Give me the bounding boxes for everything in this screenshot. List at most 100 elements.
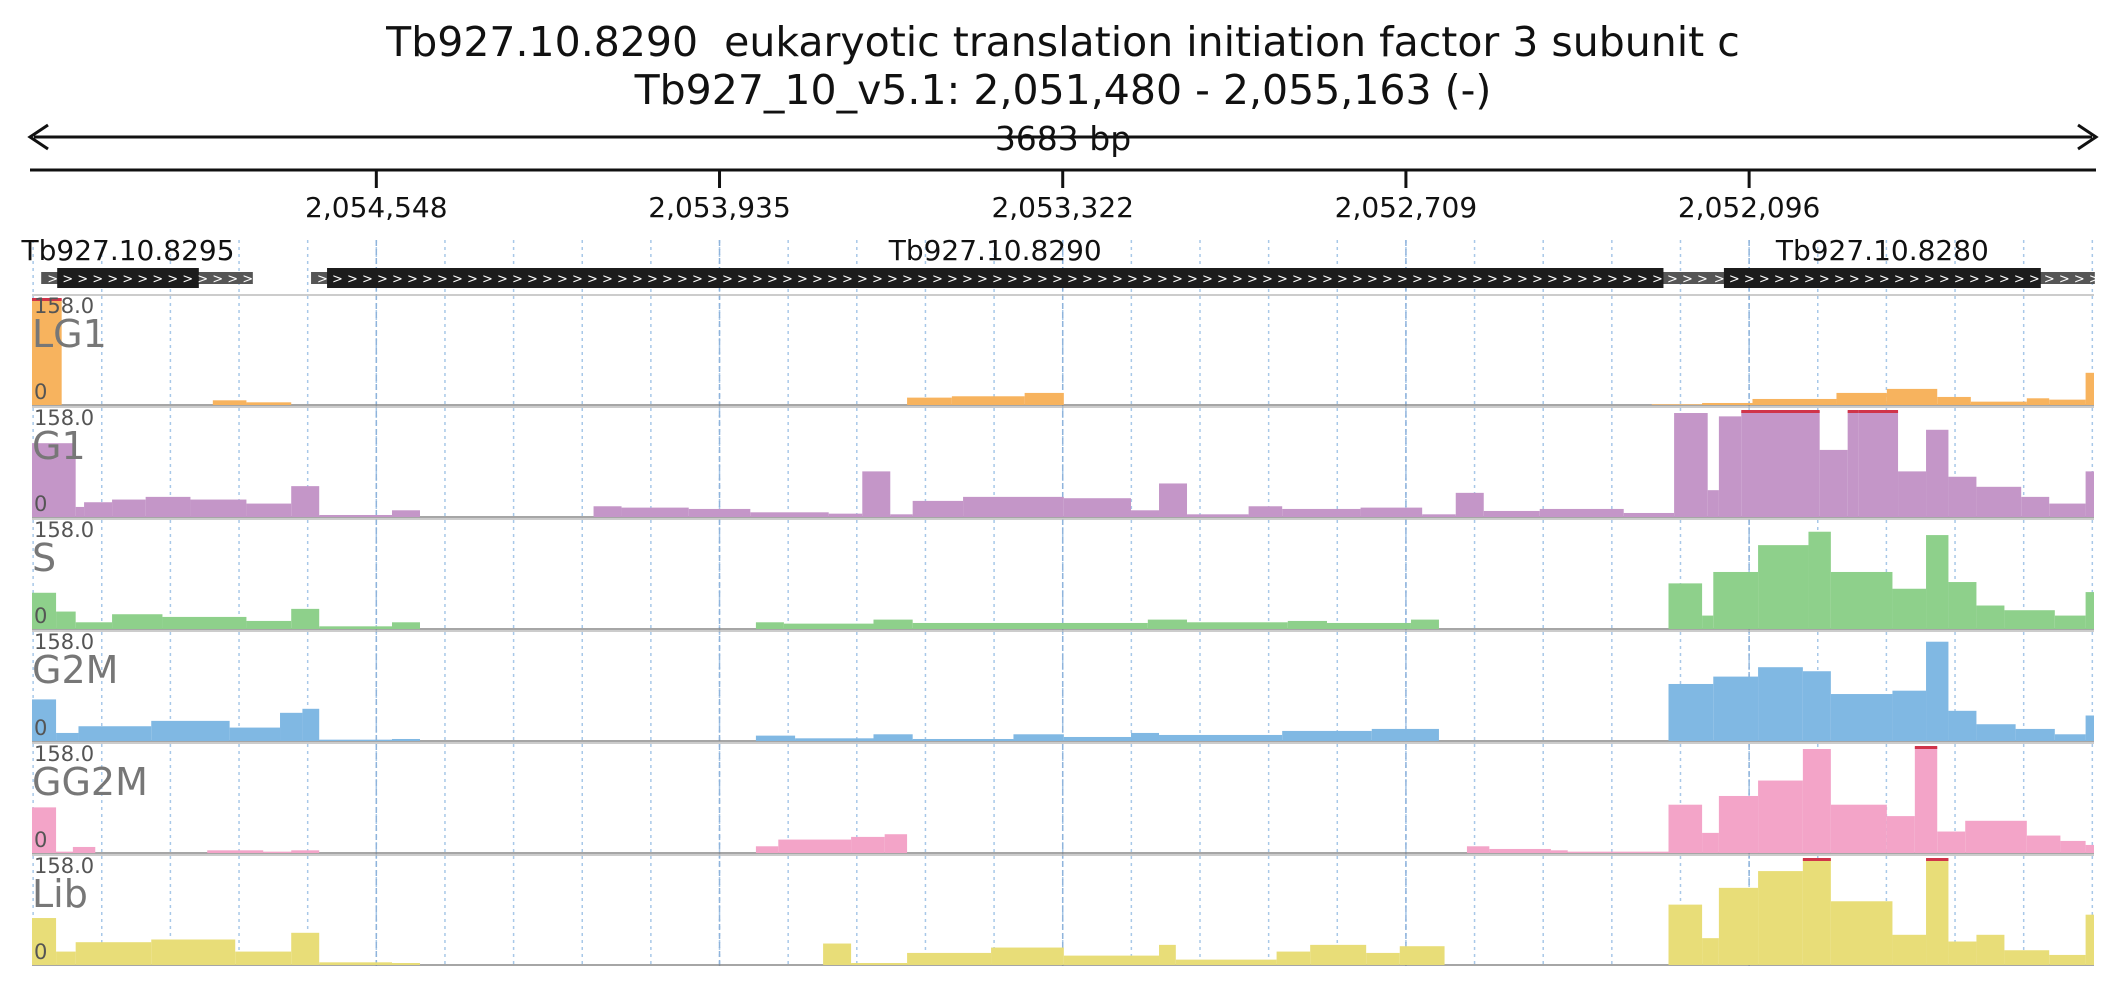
strand-arrow-icon: > bbox=[992, 272, 1003, 287]
strand-arrow-icon: > bbox=[1562, 272, 1573, 287]
track-name-label: Lib bbox=[32, 872, 88, 916]
coverage-bar bbox=[907, 397, 952, 405]
strand-arrow-icon: > bbox=[1337, 272, 1348, 287]
strand-arrow-icon: > bbox=[1714, 272, 1725, 287]
strand-arrow-icon: > bbox=[1142, 272, 1153, 287]
clip-marker bbox=[1802, 858, 1831, 861]
strand-arrow-icon: > bbox=[887, 272, 898, 287]
strand-arrow-icon: > bbox=[1277, 272, 1288, 287]
strand-arrow-icon: > bbox=[872, 272, 883, 287]
coverage-bar bbox=[2085, 372, 2094, 405]
strand-arrow-icon: > bbox=[1729, 272, 1740, 287]
strand-arrow-icon: > bbox=[1427, 272, 1438, 287]
strand-arrow-icon: > bbox=[1217, 272, 1228, 287]
coverage-bar bbox=[84, 502, 113, 517]
coverage-bar bbox=[1802, 671, 1831, 741]
strand-arrow-icon: > bbox=[1007, 272, 1018, 287]
strand-arrow-icon: > bbox=[377, 272, 388, 287]
coverage-bar bbox=[291, 486, 320, 517]
coverage-bar bbox=[1567, 851, 1669, 853]
coverage-bar bbox=[319, 962, 392, 965]
track-g2m: 158.0 0 G2M bbox=[32, 630, 2094, 742]
strand-arrow-icon: > bbox=[1367, 272, 1378, 287]
strand-arrow-icon: > bbox=[572, 272, 583, 287]
coverage-bar bbox=[1819, 449, 1848, 517]
track-ymin-label: 0 bbox=[34, 492, 47, 516]
track-ymin-label: 0 bbox=[34, 828, 47, 852]
track-s: 158.0 0 S bbox=[32, 518, 2094, 630]
strand-arrow-icon: > bbox=[1682, 272, 1693, 287]
strand-arrow-icon: > bbox=[587, 272, 598, 287]
span-ruler: 3683 bp bbox=[27, 119, 2099, 158]
x-axis-ticks: 2,054,548 2,053,935 2,053,322 2,052,709 2,05… bbox=[305, 170, 1820, 224]
coverage-bar bbox=[1668, 804, 1703, 853]
strand-arrow-icon: > bbox=[827, 272, 838, 287]
title-block: Tb927.10.8290 eukaryotic translation ini… bbox=[0, 18, 2126, 114]
coverage-bar bbox=[291, 932, 320, 965]
coverage-bar bbox=[890, 514, 913, 517]
strand-arrow-icon: > bbox=[1487, 272, 1498, 287]
gene-cds bbox=[57, 268, 199, 288]
coverage-bar bbox=[851, 962, 908, 965]
track-ymax-label: 158.0 bbox=[34, 406, 94, 430]
strand-arrow-icon: > bbox=[737, 272, 748, 287]
coverage-bar bbox=[75, 942, 152, 965]
strand-arrow-icon: > bbox=[2014, 272, 2025, 287]
strand-arrow-icon: > bbox=[1472, 272, 1483, 287]
coverage-bar bbox=[391, 622, 420, 629]
coverage-bar bbox=[2015, 728, 2055, 741]
coverage-bar bbox=[1713, 676, 1759, 741]
span-arrow-right-icon bbox=[2077, 123, 2099, 151]
track-ymax-label: 158.0 bbox=[34, 742, 94, 766]
coverage-bar bbox=[755, 622, 784, 629]
coverage-bar bbox=[1287, 620, 1327, 629]
coverage-bar bbox=[1892, 690, 1927, 741]
strand-arrow-icon: > bbox=[332, 272, 343, 287]
coverage-bar bbox=[145, 496, 191, 517]
coverage-bar bbox=[2085, 471, 2094, 517]
coverage-bar bbox=[56, 951, 76, 965]
strand-arrow-icon: > bbox=[1187, 272, 1198, 287]
strand-arrow-icon: > bbox=[1382, 272, 1393, 287]
strand-arrow-icon: > bbox=[962, 272, 973, 287]
strand-arrow-icon: > bbox=[1532, 272, 1543, 287]
strand-arrow-icon: > bbox=[1864, 272, 1875, 287]
track-g1: 158.0 0 G1 bbox=[32, 406, 2094, 518]
strand-arrow-icon: > bbox=[422, 272, 433, 287]
coverage-bar bbox=[1483, 510, 1540, 517]
coverage-bar bbox=[1455, 492, 1484, 517]
coverage-bar bbox=[1937, 831, 1966, 853]
coverage-bar bbox=[1063, 736, 1132, 741]
coverage-bar bbox=[2026, 835, 2061, 853]
track-name-label: G2M bbox=[32, 648, 118, 692]
strand-arrow-icon: > bbox=[137, 272, 148, 287]
coverage-bar bbox=[1399, 946, 1445, 965]
coverage-bar bbox=[212, 400, 247, 405]
coverage-bar bbox=[2049, 399, 2086, 405]
coverage-bar bbox=[319, 514, 392, 517]
coverage-bar bbox=[621, 507, 689, 517]
coverage-bar bbox=[151, 720, 230, 741]
strand-arrow-icon: > bbox=[2074, 272, 2085, 287]
clip-marker bbox=[1741, 410, 1820, 413]
gene-Tb927.10.8295: > > > > > > > > > > > > > > Tb927.10.8295 bbox=[21, 234, 253, 288]
x-tick-label: 2,053,322 bbox=[991, 191, 1134, 224]
coverage-bar bbox=[1836, 392, 1887, 405]
strand-arrow-icon: > bbox=[1127, 272, 1138, 287]
coverage-bar bbox=[2004, 950, 2050, 965]
coverage-bar bbox=[907, 952, 992, 965]
coverage-bar bbox=[1886, 388, 1938, 405]
coverage-bar bbox=[1713, 571, 1759, 629]
coverage-bar bbox=[32, 592, 57, 629]
strand-arrow-icon: > bbox=[1232, 272, 1243, 287]
coverage-bar bbox=[1248, 506, 1283, 517]
coverage-bar bbox=[75, 506, 85, 517]
coverage-bar bbox=[1187, 514, 1249, 517]
coverage-tracks: 158.00LG1158.00G1158.00S158.00G2M158.00G… bbox=[32, 294, 2094, 966]
coverage-bar bbox=[1926, 641, 1949, 741]
coverage-bar bbox=[1847, 411, 1859, 517]
strand-arrow-icon: > bbox=[977, 272, 988, 287]
coverage-bar bbox=[291, 608, 320, 629]
coverage-bar bbox=[1131, 732, 1160, 741]
strand-arrow-icon: > bbox=[1999, 272, 2010, 287]
